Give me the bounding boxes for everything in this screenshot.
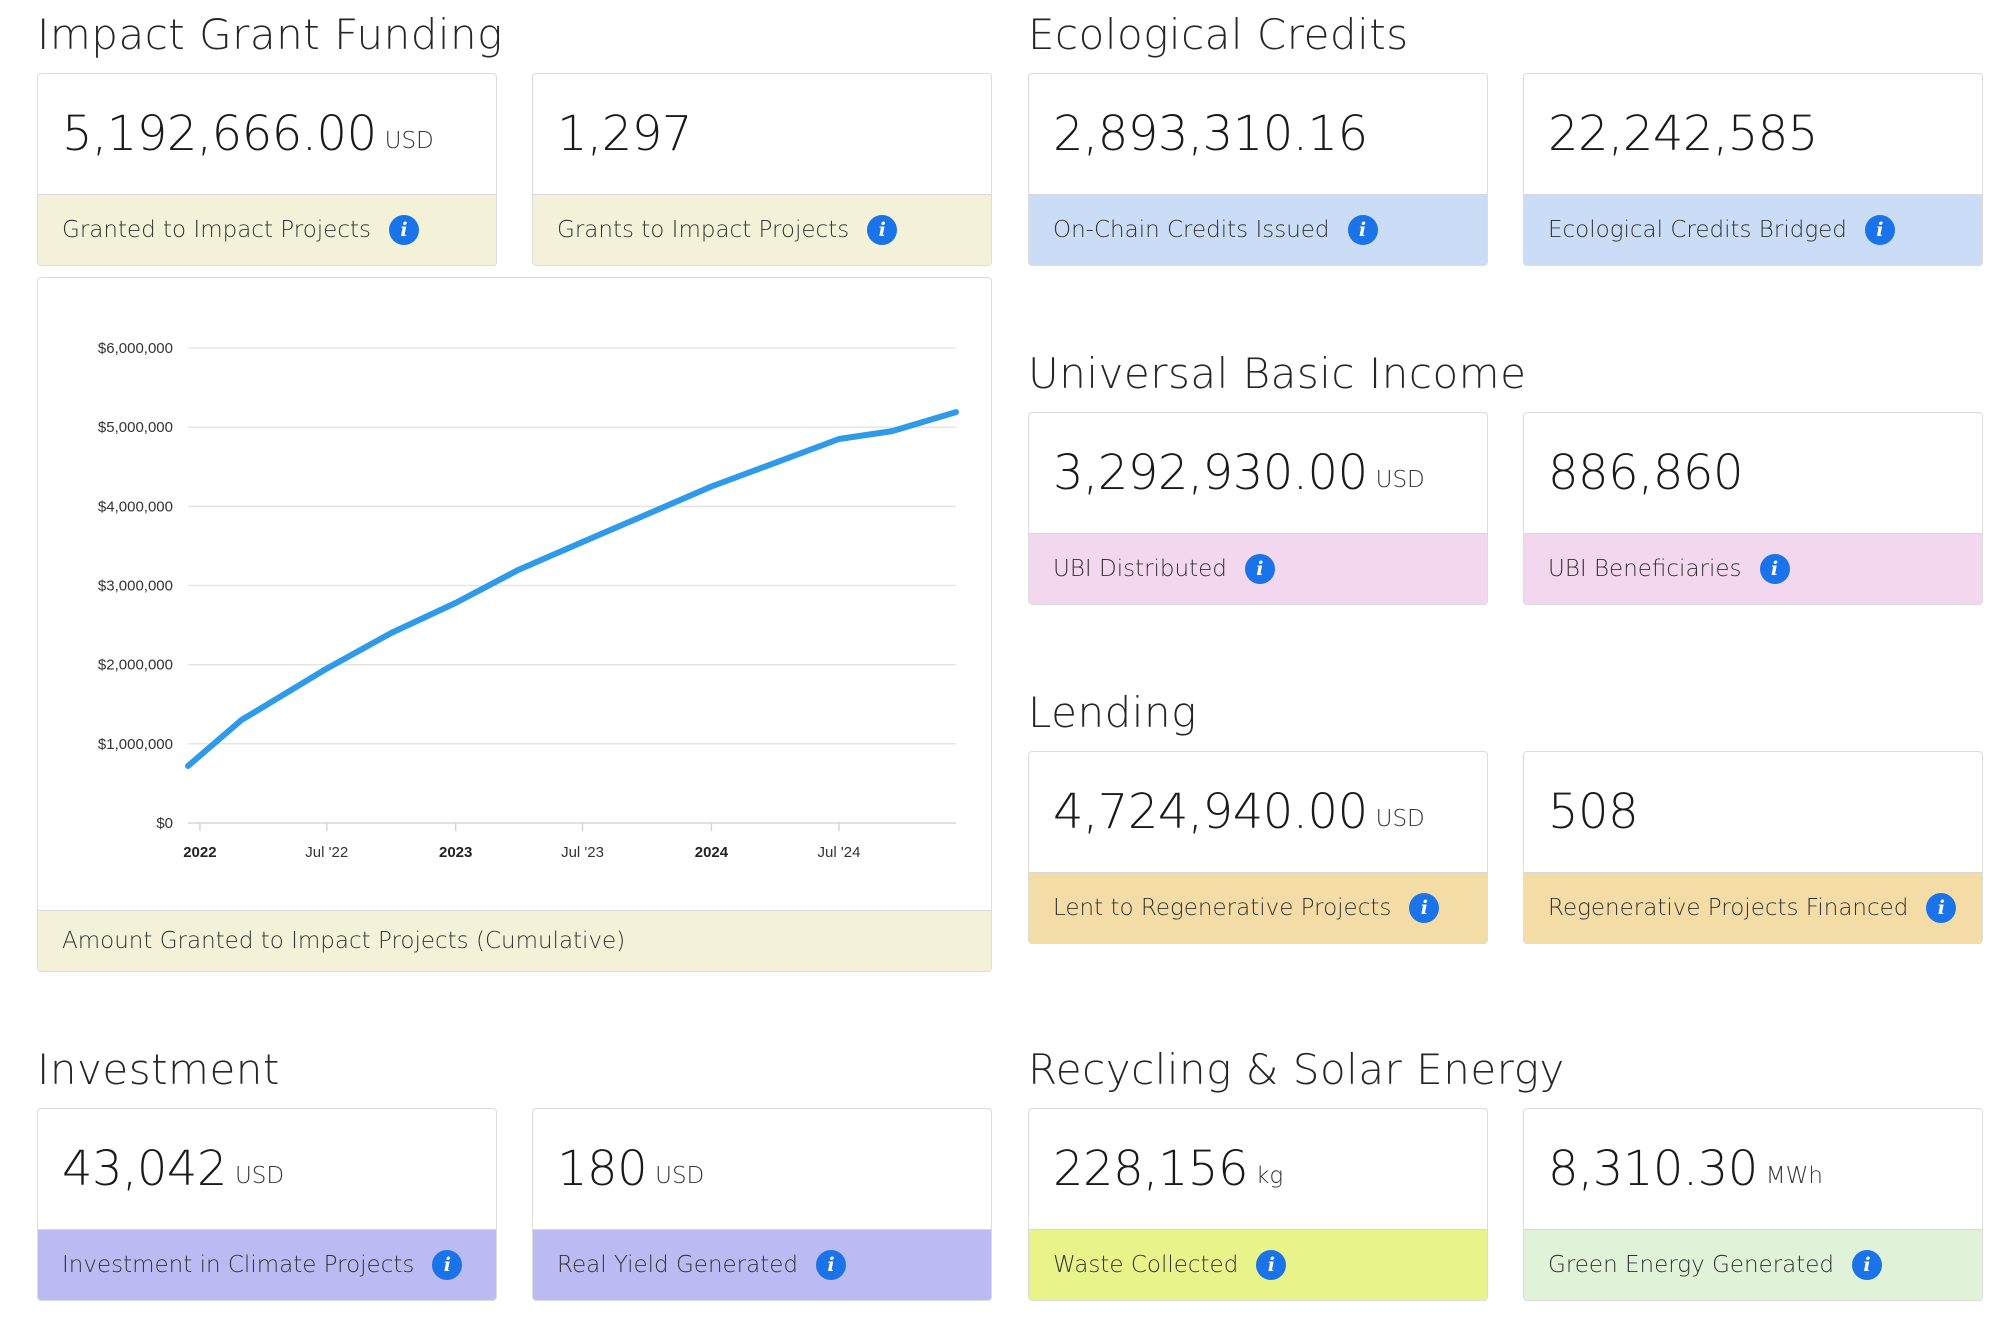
lent-amount-value: 4,724,940.00 xyxy=(1053,784,1368,840)
ecological-credits-title: Ecological Credits xyxy=(1028,10,1409,59)
info-icon[interactable]: i xyxy=(1864,215,1895,245)
ubi-distributed-value: 3,292,930.00 xyxy=(1053,445,1368,501)
credits-bridged-value: 22,242,585 xyxy=(1548,106,1818,162)
investment-title: Investment xyxy=(37,1045,280,1094)
y-tick-label: $1,000,000 xyxy=(98,736,173,753)
investment-value: 43,042 xyxy=(62,1141,227,1197)
ubi-distributed-label: UBI Distributed xyxy=(1053,556,1227,582)
info-icon[interactable]: i xyxy=(815,1250,846,1280)
on-chain-credits-value: 2,893,310.16 xyxy=(1053,106,1368,162)
y-tick-label: $2,000,000 xyxy=(98,657,173,674)
info-icon[interactable]: i xyxy=(1852,1250,1883,1280)
info-icon[interactable]: i xyxy=(1409,893,1440,923)
granted-amount-unit: USD xyxy=(384,128,434,154)
waste-collected-card: 228,156 kg Waste Collected i xyxy=(1028,1108,1488,1301)
universal-basic-income-title: Universal Basic Income xyxy=(1028,349,1527,398)
info-icon[interactable]: i xyxy=(1347,215,1378,245)
investment-in-climate-projects-label: Investment in Climate Projects xyxy=(62,1252,415,1278)
on-chain-credits-issued-card: 2,893,310.16 On-Chain Credits Issued i xyxy=(1028,73,1488,266)
impact-grant-funding-title: Impact Grant Funding xyxy=(37,10,503,59)
y-tick-label: $4,000,000 xyxy=(98,498,173,515)
green-energy-value: 8,310.30 xyxy=(1548,1141,1758,1197)
cumulative-grants-chart-card: $0 $1,000,000 $2,000,000 $3,000,000 $4,000,0… xyxy=(37,277,992,972)
x-tick-label: Jul '24 xyxy=(818,844,861,861)
lending-title: Lending xyxy=(1028,688,1197,737)
real-yield-value: 180 xyxy=(557,1141,648,1197)
grants-count-value: 1,297 xyxy=(557,106,692,162)
x-tick-label: Jul '23 xyxy=(561,844,604,861)
investment-unit: USD xyxy=(234,1163,285,1189)
ecological-credits-bridged-label: Ecological Credits Bridged xyxy=(1548,217,1847,243)
ubi-beneficiaries-label: UBI Beneficiaries xyxy=(1548,556,1742,582)
x-tick-label: 2022 xyxy=(183,844,216,861)
grants-to-impact-projects-card: 1,297 Grants to Impact Projects i xyxy=(532,73,992,266)
investment-in-climate-projects-card: 43,042 USD Investment in Climate Project… xyxy=(37,1108,497,1301)
green-energy-generated-card: 8,310.30 MWh Green Energy Generated i xyxy=(1523,1108,1983,1301)
on-chain-credits-issued-label: On-Chain Credits Issued xyxy=(1053,217,1330,243)
y-tick-label: $3,000,000 xyxy=(98,578,173,595)
waste-collected-value: 228,156 xyxy=(1053,1141,1249,1197)
green-energy-unit: MWh xyxy=(1765,1163,1823,1189)
ubi-beneficiaries-value: 886,860 xyxy=(1548,445,1744,501)
info-icon[interactable]: i xyxy=(388,215,419,245)
x-tick-label: Jul '22 xyxy=(305,844,348,861)
waste-collected-label: Waste Collected xyxy=(1053,1252,1239,1278)
ubi-distributed-unit: USD xyxy=(1375,467,1425,493)
recycling-solar-energy-title: Recycling & Solar Energy xyxy=(1028,1045,1565,1094)
green-energy-generated-label: Green Energy Generated xyxy=(1548,1252,1835,1278)
ubi-distributed-card: 3,292,930.00 USD UBI Distributed i xyxy=(1028,412,1488,605)
real-yield-unit: USD xyxy=(655,1163,705,1189)
lent-to-regenerative-projects-label: Lent to Regenerative Projects xyxy=(1053,895,1392,921)
chart-caption: Amount Granted to Impact Projects (Cumul… xyxy=(62,928,626,954)
regenerative-projects-financed-card: 508 Regenerative Projects Financed i xyxy=(1523,751,1983,944)
projects-financed-value: 508 xyxy=(1548,784,1639,840)
y-tick-label: $0 xyxy=(156,815,173,832)
info-icon[interactable]: i xyxy=(867,215,898,245)
y-tick-label: $6,000,000 xyxy=(98,340,173,357)
real-yield-generated-label: Real Yield Generated xyxy=(557,1252,798,1278)
y-tick-label: $5,000,000 xyxy=(98,419,173,436)
lent-amount-unit: USD xyxy=(1375,806,1425,832)
x-tick-label: 2024 xyxy=(695,844,729,861)
info-icon[interactable]: i xyxy=(432,1250,463,1280)
ecological-credits-bridged-card: 22,242,585 Ecological Credits Bridged i xyxy=(1523,73,1983,266)
lent-to-regenerative-projects-card: 4,724,940.00 USD Lent to Regenerative Pr… xyxy=(1028,751,1488,944)
ubi-beneficiaries-card: 886,860 UBI Beneficiaries i xyxy=(1523,412,1983,605)
cumulative-grants-series-line xyxy=(185,409,959,769)
info-icon[interactable]: i xyxy=(1244,554,1275,584)
granted-to-impact-projects-card: 5,192,666.00 USD Granted to Impact Proje… xyxy=(37,73,497,266)
regenerative-projects-financed-label: Regenerative Projects Financed xyxy=(1548,895,1909,921)
grants-to-impact-projects-label: Grants to Impact Projects xyxy=(557,217,850,243)
x-tick-label: 2023 xyxy=(439,844,472,861)
real-yield-generated-card: 180 USD Real Yield Generated i xyxy=(532,1108,992,1301)
granted-to-impact-projects-label: Granted to Impact Projects xyxy=(62,217,371,243)
waste-collected-unit: kg xyxy=(1256,1163,1284,1189)
info-icon[interactable]: i xyxy=(1926,893,1957,923)
info-icon[interactable]: i xyxy=(1759,554,1790,584)
cumulative-grants-line-chart: $0 $1,000,000 $2,000,000 $3,000,000 $4,000,0… xyxy=(98,340,959,861)
info-icon[interactable]: i xyxy=(1256,1250,1287,1280)
granted-amount-value: 5,192,666.00 xyxy=(62,106,377,162)
